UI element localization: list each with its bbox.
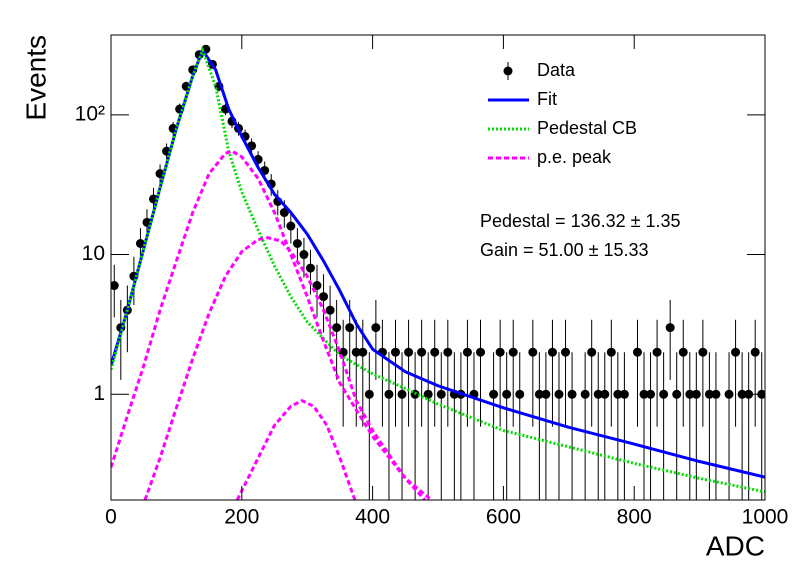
x-tick-label: 600 xyxy=(486,506,521,529)
data-point xyxy=(351,347,361,357)
data-point xyxy=(600,389,610,399)
data-point xyxy=(698,347,708,357)
data-point xyxy=(724,389,734,399)
data-point xyxy=(534,389,544,399)
x-tick-label: 800 xyxy=(617,506,652,529)
curve xyxy=(111,45,765,494)
data-point xyxy=(423,389,433,399)
data-point xyxy=(390,347,400,357)
data-point xyxy=(495,347,505,357)
data-point xyxy=(704,389,714,399)
data-point xyxy=(646,389,656,399)
data-point xyxy=(111,281,119,291)
data-point xyxy=(312,281,322,291)
data-point xyxy=(299,250,309,260)
x-tick-label: 200 xyxy=(224,506,259,529)
data-point xyxy=(443,347,453,357)
annotation: Gain = 51.00 ± 15.33 xyxy=(480,240,649,260)
data-point xyxy=(292,238,302,248)
data-point xyxy=(135,238,145,248)
data-point xyxy=(665,323,675,333)
data-point xyxy=(632,347,642,357)
data-point xyxy=(305,263,315,273)
data-point xyxy=(659,389,669,399)
data-point xyxy=(279,208,289,218)
curve xyxy=(143,236,427,500)
x-tick-label: 0 xyxy=(105,506,117,529)
data-point xyxy=(750,347,760,357)
data-point xyxy=(731,347,741,357)
data-point xyxy=(639,389,649,399)
data-point xyxy=(404,347,414,357)
data-point xyxy=(678,347,688,357)
data-point xyxy=(319,292,329,302)
data-point xyxy=(737,389,747,399)
data-point xyxy=(384,389,394,399)
y-tick-label: 10 xyxy=(82,242,105,265)
legend-label: Pedestal CB xyxy=(537,118,637,138)
curve xyxy=(235,398,357,500)
data-point xyxy=(561,347,571,357)
data-point xyxy=(286,221,296,231)
y-tick-label: 10² xyxy=(75,102,105,125)
data-point xyxy=(332,323,342,333)
data-point xyxy=(489,389,499,399)
data-point xyxy=(476,347,486,357)
y-tick-label: 1 xyxy=(93,382,105,405)
data-point xyxy=(580,389,590,399)
data-point xyxy=(711,389,721,399)
data-point xyxy=(515,389,525,399)
data-point xyxy=(371,323,381,333)
data-point xyxy=(462,347,472,357)
data-point xyxy=(554,389,564,399)
data-point xyxy=(606,347,616,357)
data-point xyxy=(652,347,662,357)
data-point xyxy=(685,389,695,399)
annotation: Pedestal = 136.32 ± 1.35 xyxy=(480,211,681,231)
x-tick-label: 400 xyxy=(355,506,390,529)
legend-label: Fit xyxy=(537,89,557,109)
data-point xyxy=(672,389,682,399)
data-point xyxy=(397,389,407,399)
data-point xyxy=(502,389,512,399)
plot-area xyxy=(111,44,765,500)
data-point xyxy=(528,347,538,357)
data-point xyxy=(541,389,551,399)
data-point xyxy=(587,347,597,357)
data-point xyxy=(619,389,629,399)
data-point xyxy=(613,389,623,399)
legend-label: Data xyxy=(537,60,576,80)
data-point xyxy=(436,389,446,399)
data-point xyxy=(325,305,335,315)
data-point xyxy=(593,389,603,399)
legend-marker xyxy=(503,66,513,76)
frame xyxy=(110,34,766,501)
curve xyxy=(111,149,433,500)
y-axis-title: Events xyxy=(20,35,51,121)
legend-label: p.e. peak xyxy=(537,147,612,167)
data-point xyxy=(508,347,518,357)
x-axis-title: ADC xyxy=(706,530,765,561)
data-point xyxy=(417,347,427,357)
data-point xyxy=(345,323,355,333)
data-point xyxy=(691,389,701,399)
data-point xyxy=(547,347,557,357)
data-point xyxy=(364,389,374,399)
data-point xyxy=(567,389,577,399)
data-point xyxy=(430,347,440,357)
x-tick-label: 1000 xyxy=(742,506,789,529)
data-point xyxy=(358,347,368,357)
